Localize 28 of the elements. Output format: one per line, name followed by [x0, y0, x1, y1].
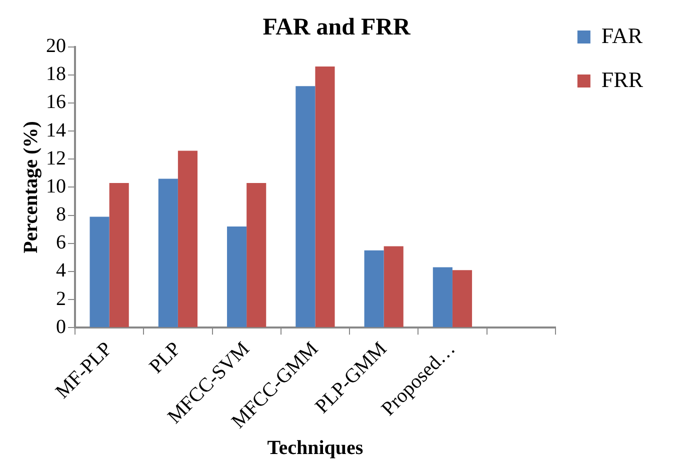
x-axis-title: Techniques: [267, 437, 364, 460]
bar: [384, 246, 404, 328]
chart-title: FAR and FRR: [262, 14, 411, 41]
legend-label: FAR: [601, 22, 643, 48]
y-axis-title: Percentage (%): [20, 121, 42, 254]
y-tick-label: 18: [46, 63, 66, 86]
bar: [109, 183, 129, 328]
y-tick-label: 14: [46, 119, 66, 142]
bar: [296, 86, 316, 328]
y-tick-label: 6: [56, 232, 66, 254]
bar: [432, 267, 452, 328]
bar: [364, 250, 384, 328]
y-tick-label: 20: [46, 35, 66, 58]
bar: [246, 183, 266, 328]
y-tick-label: 10: [46, 175, 66, 198]
bar: [158, 178, 178, 328]
bar: [315, 66, 335, 328]
bar: [452, 270, 472, 328]
y-tick-label: 12: [46, 147, 66, 170]
legend-label: FRR: [601, 66, 644, 92]
y-tick-label: 2: [56, 288, 66, 310]
bar: [227, 226, 247, 328]
bar: [90, 216, 110, 328]
y-tick-label: 0: [56, 316, 66, 338]
y-tick-label: 8: [56, 204, 66, 226]
bar: [178, 150, 198, 328]
y-tick-label: 4: [56, 260, 66, 282]
y-tick-label: 16: [46, 91, 66, 114]
